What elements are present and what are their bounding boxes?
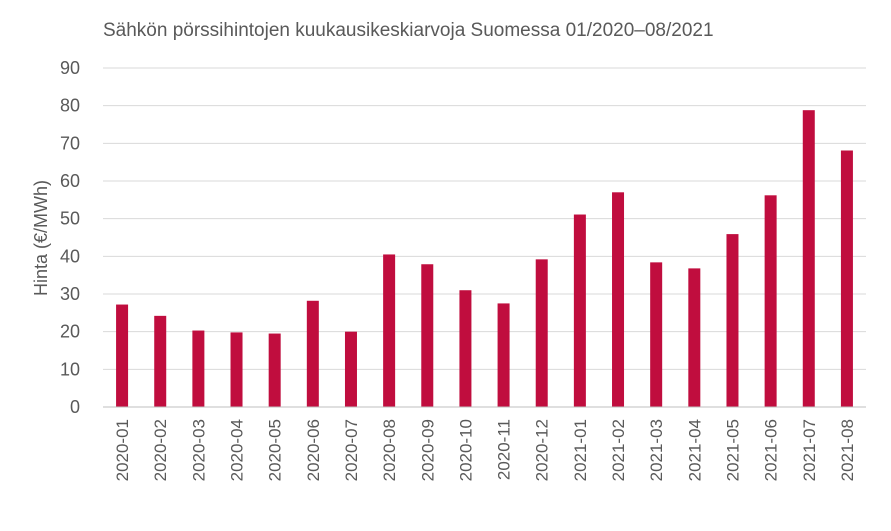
x-tick-label: 2021-06 — [762, 419, 781, 481]
y-tick-label: 50 — [60, 209, 80, 229]
bar-2021-02 — [612, 192, 625, 407]
bar-2020-01 — [116, 304, 129, 407]
gridlines — [103, 67, 866, 370]
y-tick-label: 60 — [60, 171, 80, 191]
x-tick-label: 2020-04 — [228, 419, 247, 481]
x-tick-label: 2020-08 — [380, 419, 399, 481]
bar-2020-09 — [421, 264, 434, 407]
bar-2020-08 — [383, 254, 396, 407]
x-tick-label: 2020-05 — [266, 419, 285, 481]
x-tick-label: 2021-02 — [609, 419, 628, 481]
bar-2021-07 — [802, 110, 815, 407]
x-tick-label: 2020-09 — [418, 419, 437, 481]
y-tick-label: 20 — [60, 322, 80, 342]
bar-2020-04 — [230, 332, 243, 407]
x-tick-label: 2020-12 — [533, 419, 552, 481]
y-tick-label: 70 — [60, 133, 80, 153]
bar-2021-03 — [650, 262, 663, 407]
bar-2021-04 — [688, 268, 701, 407]
bar-2021-06 — [764, 195, 777, 407]
bar-2020-07 — [344, 331, 357, 407]
y-tick-label: 0 — [70, 397, 80, 417]
bar-2021-01 — [573, 214, 586, 407]
bar-2020-10 — [459, 290, 472, 407]
bar-2021-08 — [840, 150, 853, 408]
x-tick-label: 2020-10 — [456, 419, 475, 481]
bar-2020-03 — [192, 330, 205, 407]
y-tick-label: 90 — [60, 58, 80, 78]
x-tick-label: 2021-05 — [723, 419, 742, 481]
y-axis-ticks: 0 10 20 30 40 50 60 70 80 90 — [60, 58, 80, 417]
y-tick-label: 30 — [60, 284, 80, 304]
x-tick-label: 2021-08 — [838, 419, 857, 481]
x-tick-label: 2021-04 — [685, 419, 704, 481]
x-axis-ticks: 2020-01 2020-02 2020-03 2020-04 2020-05 2020-… — [113, 419, 857, 481]
x-tick-label: 2020-06 — [304, 419, 323, 481]
y-tick-label: 40 — [60, 246, 80, 266]
x-tick-label: 2020-01 — [113, 419, 132, 481]
chart-title: Sähkön pörssihintojen kuukausikeskiarvoj… — [103, 20, 714, 41]
x-tick-label: 2021-01 — [571, 419, 590, 481]
y-tick-label: 80 — [60, 96, 80, 116]
bars — [116, 110, 853, 408]
x-tick-label: 2021-03 — [647, 419, 666, 481]
x-tick-label: 2021-07 — [800, 419, 819, 481]
x-tick-label: 2020-07 — [342, 419, 361, 481]
bar-2020-06 — [306, 300, 319, 407]
x-tick-label: 2020-02 — [151, 419, 170, 481]
bar-2020-05 — [268, 333, 281, 407]
bar-2020-12 — [535, 259, 548, 407]
x-tick-label: 2020-11 — [495, 419, 514, 480]
bar-2020-02 — [154, 315, 167, 407]
bar-2021-05 — [726, 234, 739, 407]
y-tick-label: 10 — [60, 359, 80, 379]
bar-2020-11 — [497, 303, 510, 407]
y-axis-label: Hinta (€/MWh) — [31, 180, 51, 296]
x-tick-label: 2020-03 — [189, 419, 208, 481]
